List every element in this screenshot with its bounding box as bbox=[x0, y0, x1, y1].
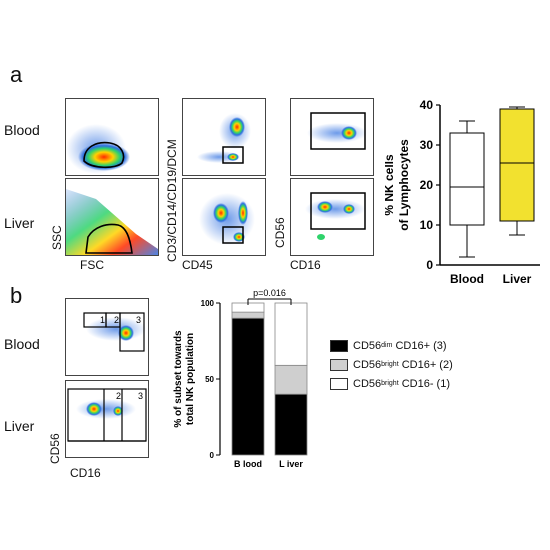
gate-number-3-blood: 3 bbox=[136, 315, 141, 325]
box-y-tick-label: 20 bbox=[420, 178, 434, 192]
axis-label-cd16-a: CD16 bbox=[290, 258, 321, 272]
bar-segment-0 bbox=[274, 393, 308, 456]
bar-y-tick-label: 50 bbox=[205, 375, 214, 384]
flow-plot-blood-cd56-b: 1 2 3 bbox=[65, 298, 149, 376]
panel-b-letter: b bbox=[10, 283, 23, 308]
axis-label-ssc: SSC bbox=[50, 225, 64, 250]
legend-label-base: CD56 bbox=[353, 377, 382, 390]
bar-category-label: L iver bbox=[279, 459, 303, 469]
flow-plot-blood-cd45 bbox=[182, 98, 266, 176]
legend-item: CD56 dim CD16+ (3) bbox=[330, 336, 545, 355]
bar-segment-1 bbox=[231, 311, 265, 319]
axis-label-cd56-b: CD56 bbox=[48, 433, 62, 464]
flow-density-liver-fsc bbox=[66, 189, 158, 255]
bar-category-label: B lood bbox=[234, 459, 262, 469]
bar-y-tick-label: 100 bbox=[201, 299, 215, 308]
row-label-blood-a: Blood bbox=[4, 122, 40, 138]
box-y-axis-label: of Lymphocytes bbox=[397, 139, 411, 231]
flow-plot-blood-cd56-a bbox=[290, 98, 374, 176]
flow-density-blood-cd56-a bbox=[307, 112, 367, 150]
bar-y-axis-label: total NK population bbox=[185, 333, 196, 425]
legend-label-sup: bright bbox=[381, 361, 399, 368]
axis-label-cd56-a: CD56 bbox=[273, 217, 287, 248]
flow-density-liver-cd45 bbox=[199, 193, 255, 245]
row-label-blood-b: Blood bbox=[4, 336, 40, 352]
axis-label-cd45: CD45 bbox=[182, 258, 213, 272]
flow-density-blood-fsc bbox=[66, 124, 130, 174]
legend-swatch bbox=[330, 358, 348, 371]
legend-label-rest: CD16- (1) bbox=[398, 377, 450, 390]
gate-number-2-liver: 2 bbox=[116, 391, 121, 401]
bar-segment-1 bbox=[274, 364, 308, 395]
flow-density-liver-cd56-b: 2 3 bbox=[67, 388, 147, 442]
legend-label-base: CD56 bbox=[353, 358, 382, 371]
box-y-tick-label: 10 bbox=[420, 218, 434, 232]
gate-number-3-liver: 3 bbox=[138, 391, 143, 401]
axis-label-fsc: FSC bbox=[80, 258, 104, 272]
panel-a-letter: a bbox=[10, 62, 23, 87]
box-y-tick-label: 40 bbox=[420, 98, 434, 112]
legend-label-sup: dim bbox=[381, 342, 393, 349]
box-blood bbox=[449, 132, 485, 226]
stacked-bar-chart-nk-subsets: 0 50 100 % of subset towards total NK popula… bbox=[173, 288, 308, 469]
bar-y-tick-label: 0 bbox=[210, 451, 215, 460]
bar-segment-2 bbox=[274, 302, 308, 366]
bar-segment-0 bbox=[231, 317, 265, 456]
legend-label-rest: CD16+ (3) bbox=[392, 339, 447, 352]
flow-density-liver-cd56-a bbox=[305, 192, 366, 240]
gate-number-2-blood: 2 bbox=[114, 315, 119, 325]
box-y-tick-label: 0 bbox=[426, 258, 433, 272]
axis-label-lineage: CD3/CD14/CD19/DCM bbox=[165, 139, 179, 262]
row-label-liver-b: Liver bbox=[4, 418, 35, 434]
flow-density-blood-cd56-b: 1 2 3 bbox=[83, 312, 146, 352]
box-liver bbox=[499, 108, 535, 222]
p-value-annotation: p=0.016 bbox=[253, 288, 286, 298]
box-category-label: Blood bbox=[450, 272, 484, 286]
gate-number-1-blood: 1 bbox=[100, 315, 105, 325]
flow-density-blood-cd45 bbox=[197, 113, 251, 164]
box-y-axis-label: % NK cells bbox=[385, 154, 396, 216]
row-label-liver-a: Liver bbox=[4, 215, 35, 231]
legend-item: CD56 bright CD16+ (2) bbox=[330, 355, 545, 374]
flow-plot-liver-cd56-a bbox=[290, 178, 374, 256]
legend-label-sup: bright bbox=[381, 380, 399, 387]
axis-label-cd16-b: CD16 bbox=[70, 466, 101, 480]
flow-plot-liver-cd45 bbox=[182, 178, 266, 256]
legend-label-rest: CD16+ (2) bbox=[398, 358, 453, 371]
legend-item: CD56 bright CD16- (1) bbox=[330, 374, 545, 393]
bar-y-axis-label: % of subset towards bbox=[173, 330, 184, 428]
legend-swatch bbox=[330, 377, 348, 390]
box-y-tick-label: 30 bbox=[420, 138, 434, 152]
flow-plot-liver-cd56-b: 2 3 bbox=[65, 380, 149, 458]
box-category-label: Liver bbox=[503, 272, 532, 286]
flow-plot-blood-fsc-ssc bbox=[65, 98, 159, 176]
flow-plot-liver-fsc-ssc bbox=[65, 178, 159, 256]
legend-label-base: CD56 bbox=[353, 339, 382, 352]
legend-swatch bbox=[330, 339, 348, 352]
bar-legend: CD56 dim CD16+ (3) CD56 bright CD16+ (2) CD5… bbox=[330, 336, 545, 393]
